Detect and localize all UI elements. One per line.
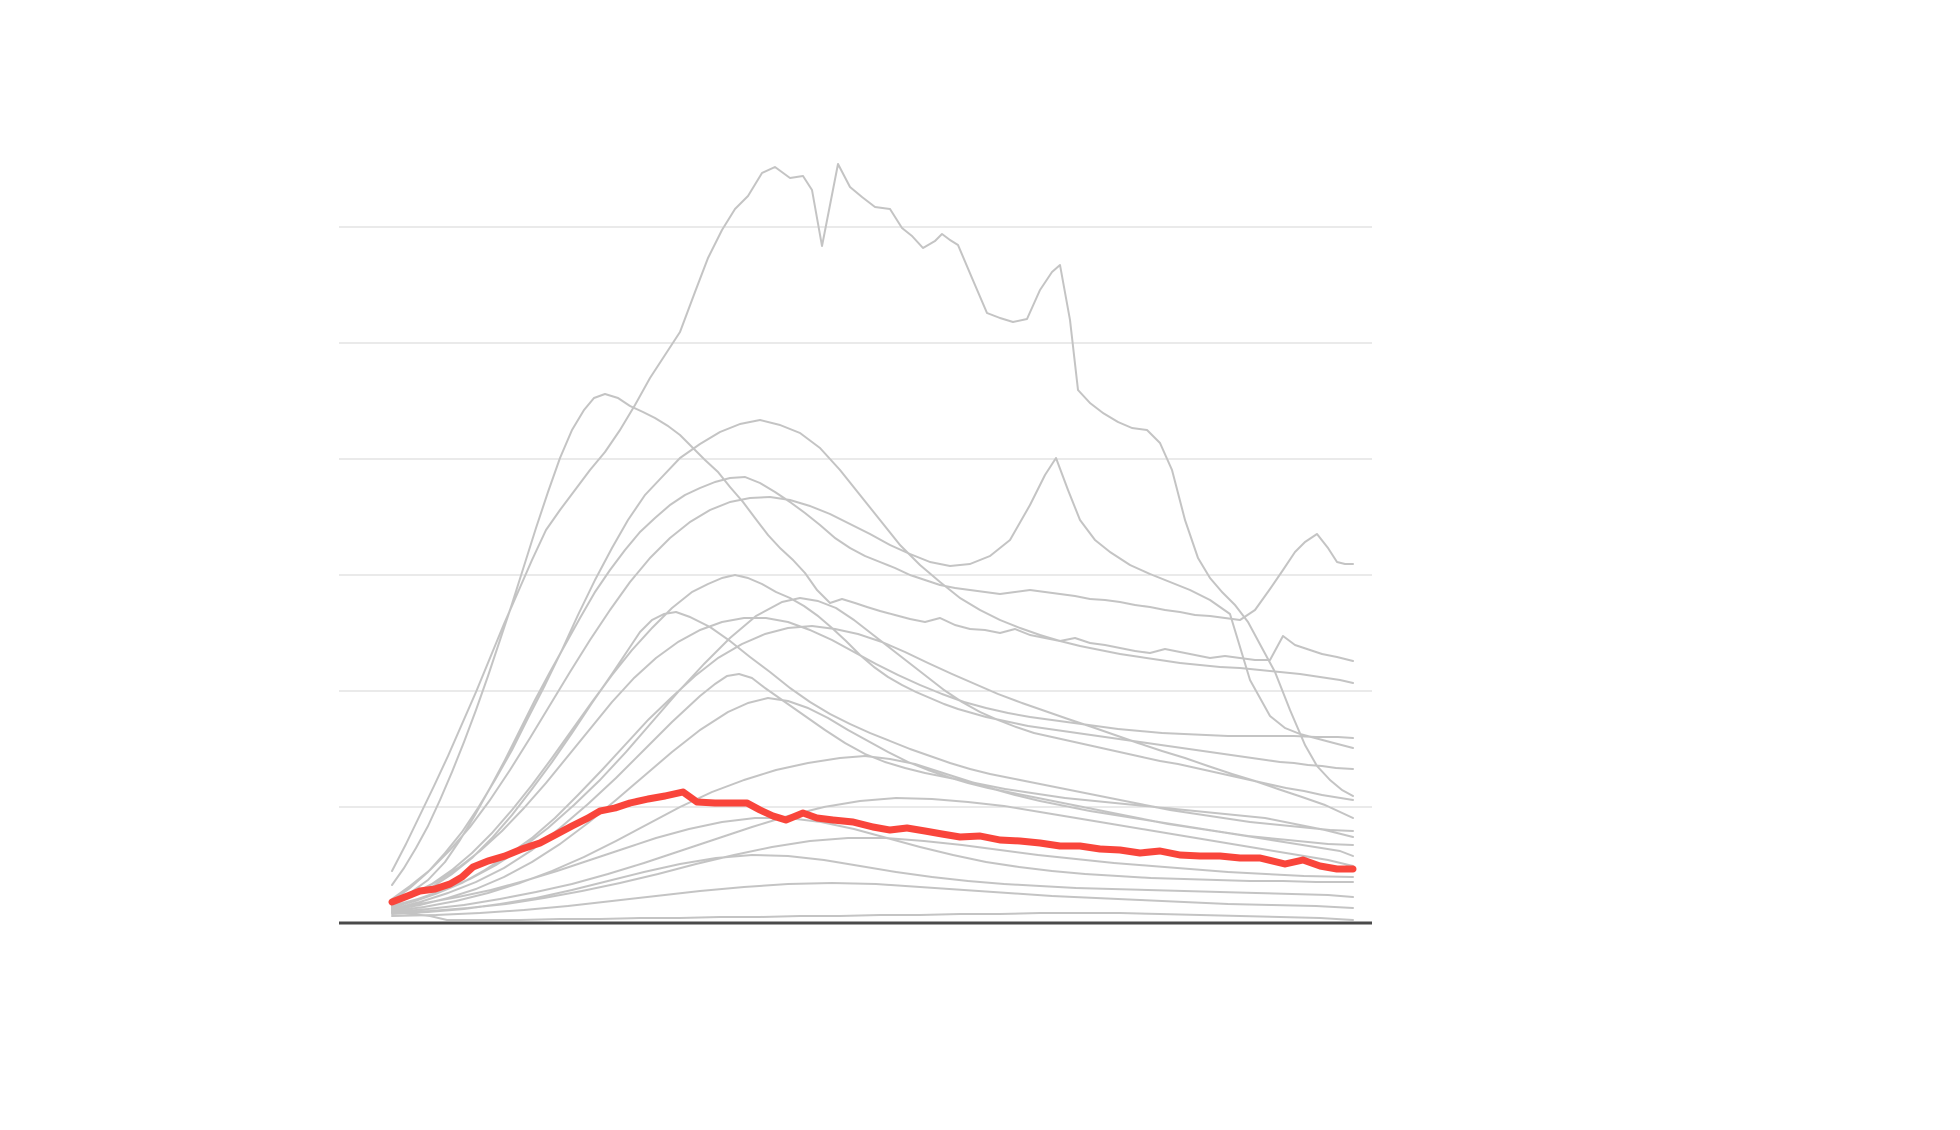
background-line <box>391 673 1354 910</box>
background-line <box>391 817 1354 909</box>
background-line <box>391 611 1354 906</box>
background-line <box>391 597 1354 907</box>
highlighted-series-line <box>388 788 1357 906</box>
gridlines <box>339 226 1372 808</box>
background-line <box>391 419 1354 902</box>
background-series-lines <box>391 163 1354 921</box>
background-line <box>391 163 1354 872</box>
background-line <box>391 625 1354 908</box>
highlighted-line <box>388 788 1357 906</box>
background-line <box>391 911 1354 921</box>
background-line <box>391 393 1354 886</box>
background-line <box>391 476 1354 904</box>
background-line <box>391 797 1354 913</box>
background-line <box>391 457 1354 900</box>
background-line <box>391 854 1354 915</box>
background-line <box>391 882 1354 917</box>
background-line <box>391 837 1354 914</box>
background-line <box>391 755 1354 912</box>
background-line <box>391 617 1354 903</box>
